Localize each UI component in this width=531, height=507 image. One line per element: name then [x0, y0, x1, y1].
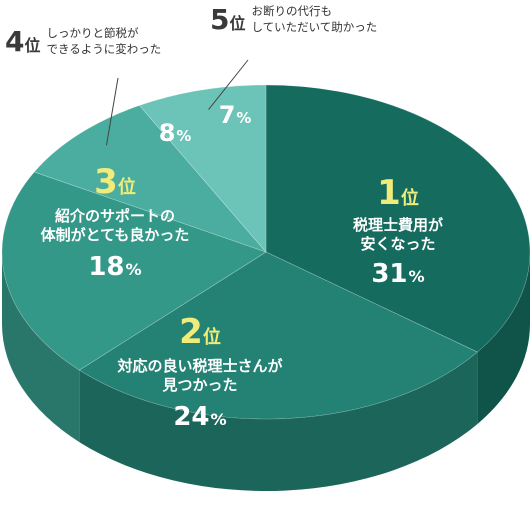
slice-unit-5: % [236, 109, 252, 127]
pie-side-walls [2, 252, 530, 491]
pie-slice-1 [265, 84, 531, 353]
rank-suffix-3: 位 [117, 177, 136, 198]
slice-unit-1: % [408, 266, 425, 286]
rank-suffix-2: 位 [202, 327, 221, 348]
slice-desc-5a: お断りの代行も [251, 4, 333, 18]
slice-label-5: 5位 お断りの代行も していただいて助かった [210, 4, 450, 35]
slice-value-5: 7 [218, 101, 236, 129]
rank-number-2: 2 [179, 312, 203, 352]
pie-slice-3 [1, 171, 267, 371]
rank-suffix-5: 位 [229, 13, 246, 33]
slice-desc-4a: しっかりと節税が [46, 26, 139, 40]
slice-desc-3a: 紹介のサポートの [54, 207, 175, 225]
slice-value-1: 31 [371, 258, 408, 289]
leader-line-5 [208, 59, 249, 110]
slice-label-1: 1位 税理士費用が 安くなった 31% [338, 176, 458, 290]
slice-desc-2a: 対応の良い税理士さんが [117, 357, 283, 375]
slice-unit-4: % [176, 127, 192, 145]
slice-value-2: 24 [173, 401, 210, 432]
pie-side-1 [477, 252, 530, 425]
slice-value-label-4: 8% [150, 118, 200, 148]
slice-label-3: 3位 紹介のサポートの 体制がとても良かった 18% [25, 165, 205, 283]
slice-unit-3: % [125, 259, 142, 279]
slice-desc-5b: していただいて助かった [251, 19, 378, 34]
pie-side-2 [79, 352, 478, 491]
slice-label-4: 4位 しっかりと節税が できるように変わった [5, 26, 205, 57]
slice-desc-1a: 税理士費用が [352, 216, 443, 234]
slice-unit-2: % [210, 409, 227, 429]
slice-desc-1b: 安くなった [360, 234, 436, 253]
rank-number-4: 4 [5, 24, 25, 58]
rank-number-3: 3 [94, 162, 118, 202]
slice-desc-4b: できるように変わった [46, 41, 162, 56]
pie-slice-5 [138, 84, 267, 253]
pie-top [1, 84, 531, 420]
rank-suffix-4: 位 [24, 35, 41, 55]
slice-value-4: 8 [158, 119, 176, 147]
rank-number-1: 1 [377, 173, 401, 213]
rank-suffix-1: 位 [400, 188, 419, 209]
pie-slice-4 [33, 105, 267, 253]
slice-desc-2b: 見つかった [162, 375, 238, 394]
slice-value-3: 18 [88, 251, 125, 282]
slice-desc-3b: 体制がとても良かった [40, 225, 190, 244]
slice-value-label-5: 7% [210, 100, 260, 130]
leader-line-4 [105, 77, 119, 146]
slice-label-2: 2位 対応の良い税理士さんが 見つかった 24% [95, 315, 305, 433]
pie-side-3 [2, 252, 80, 443]
pie-slice-2 [78, 251, 478, 420]
rank-number-5: 5 [210, 2, 230, 36]
